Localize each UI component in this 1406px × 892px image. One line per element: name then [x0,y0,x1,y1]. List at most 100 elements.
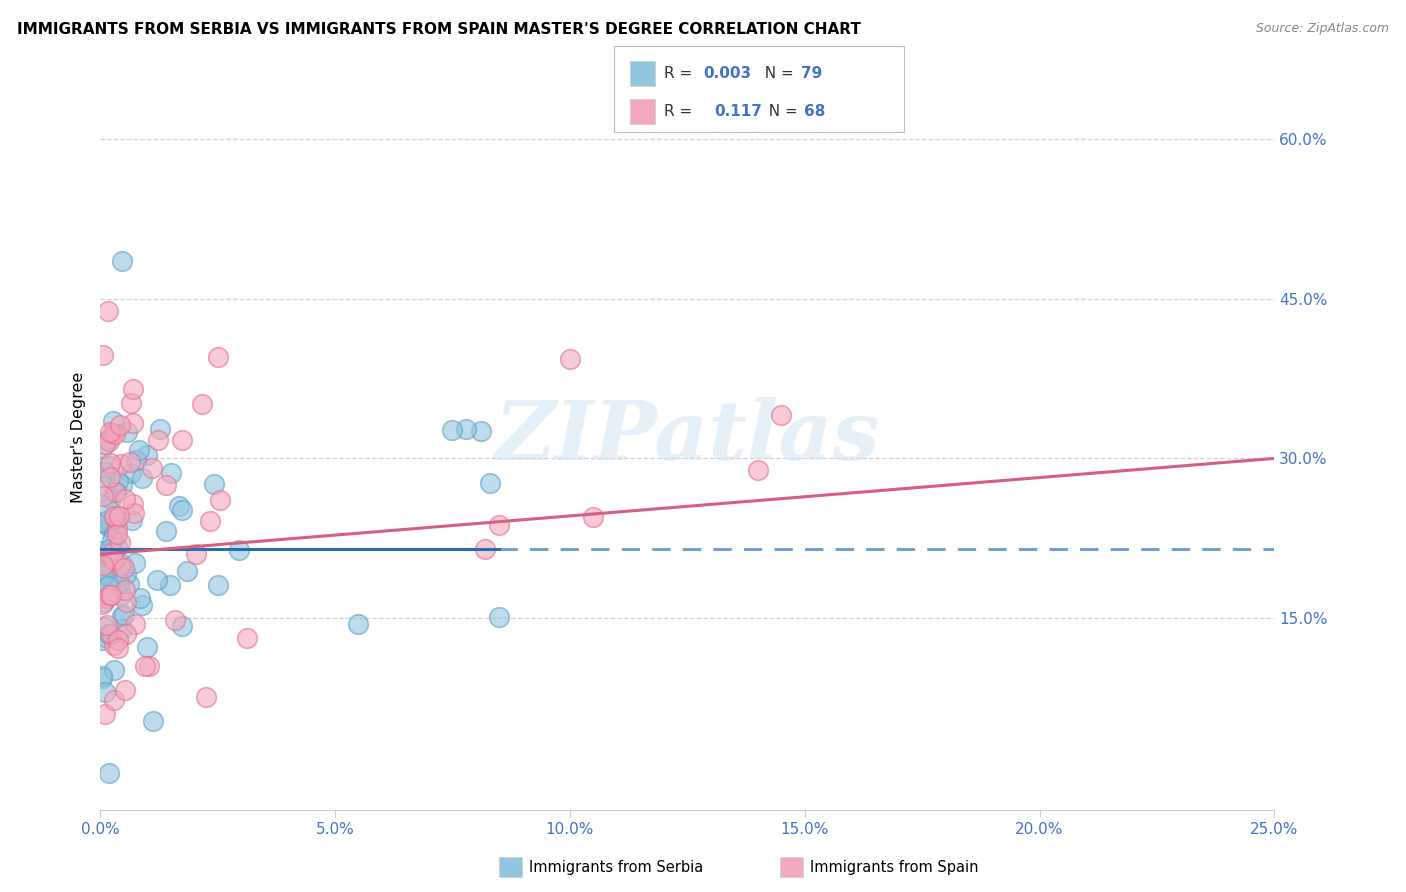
Point [129,591,152,605]
Point [100,492,122,507]
Text: 68: 68 [804,103,825,119]
Point [115,595,138,609]
Text: N =: N = [759,103,803,119]
Point [111,557,134,571]
Point [100,627,122,641]
Point [97,765,120,780]
Point [91,671,114,685]
Point [103,553,125,567]
Point [172,433,194,447]
Point [122,382,145,396]
Point [110,477,132,491]
Text: ZIPatlas: ZIPatlas [495,397,880,477]
Point [118,577,141,591]
Point [104,426,127,441]
Point [112,560,135,574]
Point [488,610,510,624]
Point [202,476,225,491]
Point [136,448,159,462]
Point [228,542,250,557]
Point [97,576,120,591]
Text: Immigrants from Spain: Immigrants from Spain [810,860,979,874]
Point [172,503,194,517]
Point [155,524,177,538]
Point [105,526,128,541]
Point [103,693,125,707]
Point [94,549,117,563]
Point [97,579,120,593]
Point [155,478,177,492]
Point [94,465,117,479]
Point [142,714,165,729]
Text: Source: ZipAtlas.com: Source: ZipAtlas.com [1256,22,1389,36]
Point [100,552,122,566]
Point [111,254,134,268]
Point [91,597,114,611]
Point [122,506,145,520]
Point [198,514,221,528]
Point [207,578,229,592]
Point [97,520,120,534]
Point [441,423,464,437]
Point [208,492,231,507]
Point [131,471,153,485]
Point [105,521,128,535]
Text: IMMIGRANTS FROM SERBIA VS IMMIGRANTS FROM SPAIN MASTER'S DEGREE CORRELATION CHAR: IMMIGRANTS FROM SERBIA VS IMMIGRANTS FRO… [17,22,860,37]
Point [97,458,120,473]
Point [97,513,120,527]
Point [115,627,138,641]
Point [97,303,120,318]
Point [149,422,172,436]
Point [108,535,131,549]
Point [91,564,114,578]
Point [138,659,160,673]
Text: 0.003: 0.003 [703,66,751,81]
Point [159,467,181,481]
Point [112,608,135,623]
Point [125,453,148,467]
Point [91,633,114,648]
Point [103,509,125,524]
Point [98,588,121,602]
Point [96,591,118,606]
Point [124,556,146,570]
Point [114,682,136,697]
Point [91,669,114,683]
Point [93,559,115,574]
Point [558,351,581,366]
Point [101,545,124,559]
Point [474,542,496,557]
Point [91,568,114,582]
Text: R =: R = [664,66,697,81]
Point [100,541,122,556]
Point [163,613,186,627]
Point [169,499,191,513]
Text: 79: 79 [801,66,823,81]
Point [134,659,156,673]
Point [103,425,125,440]
Point [118,455,141,469]
Point [747,463,769,477]
Point [94,566,117,581]
Text: 0.117: 0.117 [714,103,762,119]
Point [93,620,115,634]
Point [110,418,132,433]
Point [108,509,131,524]
Point [111,609,134,624]
Point [108,558,131,573]
Point [110,457,132,471]
Point [93,478,115,492]
Point [104,484,127,499]
Point [96,618,118,632]
Point [91,442,114,456]
Point [136,640,159,654]
Point [114,566,136,581]
Point [145,574,167,588]
Point [110,588,132,602]
Point [120,396,142,410]
Point [184,547,207,561]
Point [98,626,121,640]
Point [770,408,793,422]
Point [107,632,129,647]
Point [107,575,129,590]
